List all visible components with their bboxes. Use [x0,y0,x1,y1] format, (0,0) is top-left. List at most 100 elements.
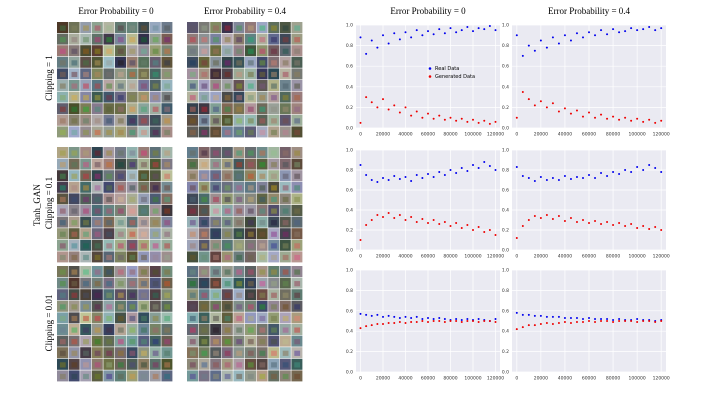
data-point [581,317,584,320]
image-detail [213,37,219,43]
image-detail [201,173,208,179]
image-tile [91,370,103,382]
image-tile [68,266,80,277]
image-detail [271,173,277,179]
image-tile [187,251,198,263]
image-detail [224,231,231,237]
data-point [455,320,458,322]
image-tile [256,103,268,115]
image-detail [213,243,219,249]
image-tile [245,216,256,228]
data-point [398,321,401,324]
data-point [563,34,566,37]
image-tile [126,80,138,91]
image-tile [291,251,303,263]
image-tile [233,300,245,312]
image-tile [149,300,161,312]
image-detail [282,220,289,226]
image-tile [268,312,280,324]
image-detail [201,362,208,368]
image-detail [247,37,254,43]
data-point [382,323,384,326]
image-detail [213,95,219,101]
image-tile [256,193,268,205]
image-tile [103,216,115,228]
image-detail [106,373,113,380]
image-tile [149,358,161,370]
image-detail [71,327,78,333]
image-detail [129,48,136,54]
image-tile [268,103,280,115]
image-tile [279,126,291,138]
image-detail [117,60,124,66]
data-point [594,220,597,222]
data-point [606,317,609,320]
data-point [636,29,639,32]
y-tick-label: 0.8 [502,288,509,294]
image-tile [91,277,103,289]
image-tile [279,358,291,370]
image-detail [164,162,171,168]
image-tile [210,126,222,138]
image-detail [83,106,89,112]
image-detail [94,350,101,356]
y-tick-label: 0.6 [502,308,509,314]
data-point [370,219,373,221]
image-detail [71,292,78,298]
image-detail [59,304,66,310]
image-detail [271,243,277,249]
image-tile [103,56,115,68]
image-tile [161,251,173,263]
image-detail [164,118,171,124]
image-tile [198,126,210,138]
image-tile [233,347,245,359]
image-tile [221,300,233,312]
data-point [581,36,584,39]
chart-title: Error Probability = 0.4 [548,6,631,16]
x-tick-label: 100000 [629,376,646,382]
image-detail [152,48,159,54]
image-detail [271,118,277,124]
image-detail [129,60,136,66]
image-tile [291,358,303,370]
image-detail [152,231,159,237]
image-detail [259,106,266,112]
image-detail [59,150,66,156]
image-tile [68,370,80,382]
image-detail [59,281,66,287]
data-point [488,165,491,167]
data-point [365,52,368,55]
image-tile [126,147,138,158]
image-detail [152,25,159,31]
image-detail [247,118,254,124]
image-tile [91,181,103,193]
image-detail [294,327,301,333]
image-tile [161,103,173,115]
image-tile [80,335,92,347]
image-detail [83,95,89,101]
image-tile [115,147,126,158]
image-detail [247,243,254,249]
image-detail [201,373,208,380]
data-point [477,226,480,228]
image-tile [268,91,280,103]
image-detail [201,327,208,333]
data-point [600,172,603,174]
image-detail [271,129,277,136]
image-detail [83,350,89,356]
image-tile [57,335,68,347]
image-tile [210,239,222,251]
data-point [545,46,548,49]
x-tick-label: 0 [359,376,362,382]
data-point [575,321,578,324]
image-detail [201,162,208,168]
image-tile [279,216,291,228]
image-tile [256,91,268,103]
data-point [521,54,524,57]
image-detail [294,362,301,368]
y-tick-label: 1.0 [346,23,353,29]
image-tile [149,45,161,57]
image-detail [152,185,159,191]
image-detail [236,25,243,31]
image-detail [129,281,136,287]
